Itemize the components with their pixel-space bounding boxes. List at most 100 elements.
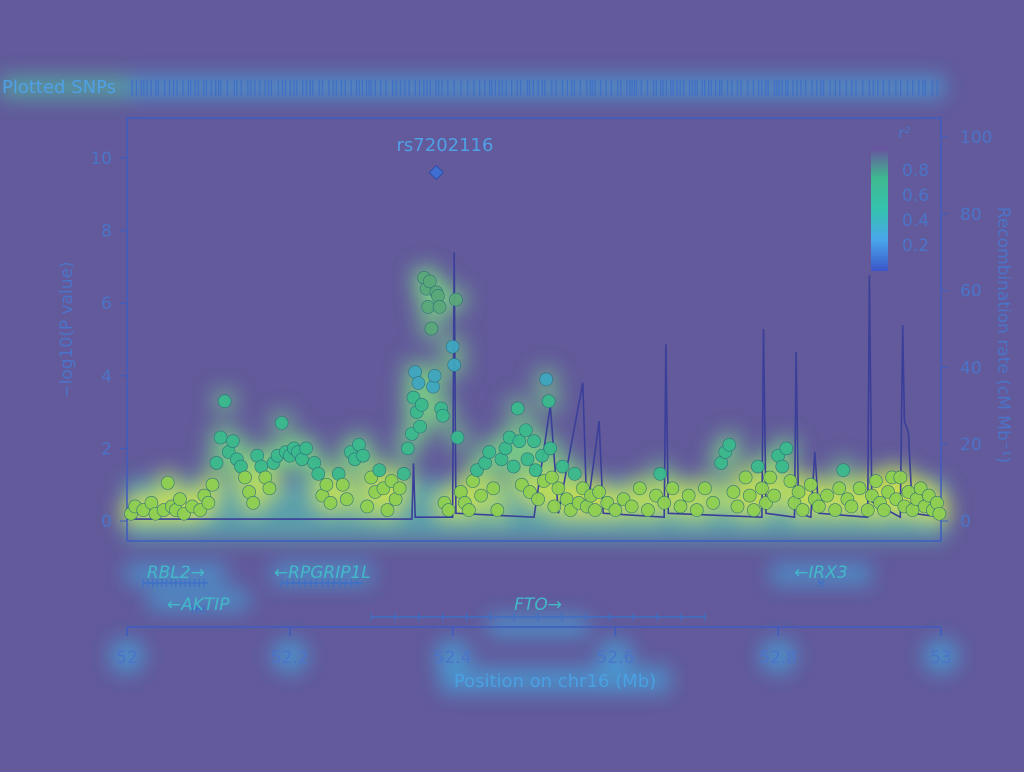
snp-point[interactable] xyxy=(541,394,556,409)
snp-point[interactable] xyxy=(592,485,606,499)
snp-point[interactable] xyxy=(751,459,765,474)
snp-point[interactable] xyxy=(510,401,525,416)
snp-point[interactable] xyxy=(450,430,465,445)
snp-point[interactable] xyxy=(588,503,602,517)
snp-point[interactable] xyxy=(746,503,761,517)
snp-point[interactable] xyxy=(427,368,442,383)
snp-point[interactable] xyxy=(173,492,187,507)
snp-point[interactable] xyxy=(531,492,545,507)
snp-point[interactable] xyxy=(722,437,737,452)
lead-snp-marker[interactable] xyxy=(428,164,445,181)
snp-point[interactable] xyxy=(246,496,260,510)
snp-point[interactable] xyxy=(755,481,769,496)
snp-point[interactable] xyxy=(414,398,429,412)
gene-label[interactable]: ←RPGRIP1L xyxy=(274,563,371,583)
gene-label[interactable]: RBL2→ xyxy=(147,563,205,583)
snp-point[interactable] xyxy=(706,496,720,510)
snp-point[interactable] xyxy=(506,459,521,474)
snp-point[interactable] xyxy=(519,423,533,438)
snp-point[interactable] xyxy=(482,445,497,459)
snp-point[interactable] xyxy=(698,481,712,496)
snp-point[interactable] xyxy=(160,476,175,490)
snp-point[interactable] xyxy=(512,434,527,448)
snp-point[interactable] xyxy=(832,481,847,496)
snp-point[interactable] xyxy=(401,441,415,456)
snp-point[interactable] xyxy=(323,496,338,510)
snp-point[interactable] xyxy=(689,503,704,517)
snp-point[interactable] xyxy=(812,499,826,514)
snp-point[interactable] xyxy=(608,503,623,517)
snp-point[interactable] xyxy=(213,430,228,445)
snp-point[interactable] xyxy=(742,488,757,503)
snp-point[interactable] xyxy=(490,503,505,517)
snp-point[interactable] xyxy=(539,372,554,387)
snp-point[interactable] xyxy=(299,441,313,456)
snp-point[interactable] xyxy=(775,459,790,474)
snp-point[interactable] xyxy=(567,467,582,481)
snp-point[interactable] xyxy=(209,456,224,470)
snp-point[interactable] xyxy=(555,459,570,474)
snp-point[interactable] xyxy=(665,481,680,496)
snp-point[interactable] xyxy=(653,467,667,481)
snp-point[interactable] xyxy=(641,503,655,517)
snp-point[interactable] xyxy=(217,394,232,409)
snp-point[interactable] xyxy=(262,481,277,496)
snp-point[interactable] xyxy=(201,496,216,510)
snp-point[interactable] xyxy=(860,503,875,517)
snp-point[interactable] xyxy=(411,376,426,390)
snp-point[interactable] xyxy=(527,434,541,448)
snp-point[interactable] xyxy=(730,499,745,514)
snp-point[interactable] xyxy=(795,503,810,517)
snp-point[interactable] xyxy=(274,416,289,430)
snp-point[interactable] xyxy=(673,499,688,514)
snp-point[interactable] xyxy=(335,477,350,492)
snp-point[interactable] xyxy=(836,463,851,477)
gene-label[interactable]: ←IRX3 xyxy=(794,563,848,583)
snp-point[interactable] xyxy=(372,463,387,477)
snp-point[interactable] xyxy=(396,467,411,481)
snp-point[interactable] xyxy=(319,477,334,492)
snp-point[interactable] xyxy=(447,358,462,372)
snp-point[interactable] xyxy=(551,481,566,496)
snp-point[interactable] xyxy=(205,477,220,492)
snp-point[interactable] xyxy=(311,467,326,481)
snp-point[interactable] xyxy=(803,477,818,492)
snp-point[interactable] xyxy=(681,488,696,503)
snp-point[interactable] xyxy=(877,503,891,517)
snp-point[interactable] xyxy=(779,441,794,456)
gene-label[interactable]: FTO→ xyxy=(514,595,562,615)
snp-point[interactable] xyxy=(932,506,947,521)
snp-point[interactable] xyxy=(520,452,535,467)
snp-point[interactable] xyxy=(462,503,476,517)
snp-point[interactable] xyxy=(624,499,639,514)
snp-point[interactable] xyxy=(238,470,252,485)
snp-point[interactable] xyxy=(543,441,558,456)
snp-point[interactable] xyxy=(893,470,908,485)
snp-point[interactable] xyxy=(726,485,741,499)
snp-point[interactable] xyxy=(392,481,407,496)
snp-point[interactable] xyxy=(432,300,447,314)
snp-point[interactable] xyxy=(445,339,460,354)
snp-point[interactable] xyxy=(545,470,559,485)
snp-point[interactable] xyxy=(852,481,867,496)
snp-point[interactable] xyxy=(421,300,435,314)
snp-point[interactable] xyxy=(380,503,395,517)
snp-point[interactable] xyxy=(226,434,240,448)
snp-point[interactable] xyxy=(763,470,777,485)
snp-point[interactable] xyxy=(413,419,427,434)
snp-point[interactable] xyxy=(791,485,806,499)
snp-point[interactable] xyxy=(436,408,450,423)
snp-point[interactable] xyxy=(657,496,672,510)
snp-point[interactable] xyxy=(767,488,781,503)
snp-point[interactable] xyxy=(738,470,753,485)
snp-point[interactable] xyxy=(633,481,647,496)
snp-point[interactable] xyxy=(528,463,543,477)
snp-point[interactable] xyxy=(423,274,437,289)
snp-point[interactable] xyxy=(424,321,439,336)
snp-point[interactable] xyxy=(869,474,883,488)
snp-point[interactable] xyxy=(844,499,859,514)
snp-point[interactable] xyxy=(360,499,374,514)
snp-point[interactable] xyxy=(356,448,370,463)
snp-point[interactable] xyxy=(449,292,463,307)
snp-point[interactable] xyxy=(547,499,562,514)
